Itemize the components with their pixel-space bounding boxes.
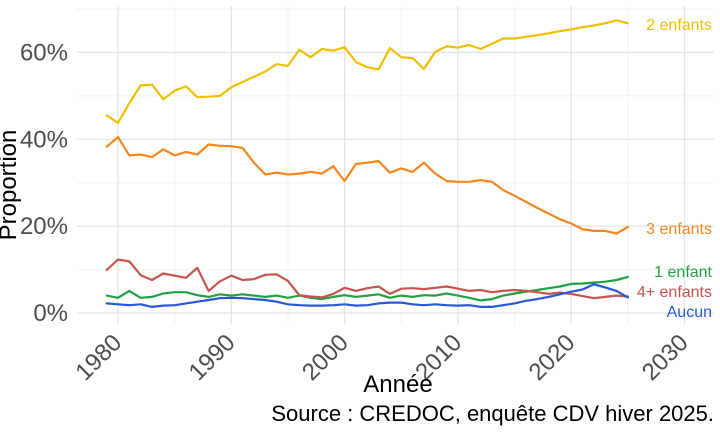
series-label-3-enfants: 3 enfants <box>646 221 712 238</box>
series-lines <box>105 19 630 308</box>
y-axis-tick-labels: 0% 20% 40% 60% <box>20 39 68 327</box>
series-line-3-enfants <box>105 136 630 235</box>
major-gridlines <box>77 6 714 324</box>
x-tick-label-2020: 2020 <box>524 329 581 386</box>
series-label-4-enfants: 4+ enfants <box>637 284 712 301</box>
series-line-2-enfants <box>105 19 630 124</box>
x-tick-label-2030: 2030 <box>637 329 694 386</box>
y-tick-label-60: 60% <box>20 39 68 66</box>
series-label-2-enfants: 2 enfants <box>646 17 712 34</box>
series-line-4-enfants <box>105 258 630 300</box>
y-tick-label-40: 40% <box>20 126 68 153</box>
source-caption: Source : CREDOC, enquête CDV hiver 2025. <box>271 401 714 426</box>
series-label-aucun: Aucun <box>667 304 712 321</box>
series-line-1-enfant <box>105 275 630 302</box>
y-tick-label-0: 0% <box>33 300 68 327</box>
series-end-labels: 2 enfants 3 enfants 1 enfant 4+ enfants Aucu… <box>637 17 713 321</box>
x-axis-title: Année <box>363 371 432 398</box>
x-tick-label-1980: 1980 <box>70 329 127 386</box>
x-tick-label-1990: 1990 <box>184 329 241 386</box>
y-tick-label-20: 20% <box>20 213 68 240</box>
y-axis-title: Proportion <box>0 130 22 241</box>
series-line-aucun <box>105 283 630 308</box>
minor-gridlines <box>77 6 714 324</box>
series-label-1-enfant: 1 enfant <box>654 264 712 281</box>
x-tick-label-2000: 2000 <box>297 329 354 386</box>
